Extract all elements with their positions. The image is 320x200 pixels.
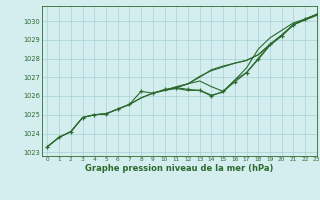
- X-axis label: Graphe pression niveau de la mer (hPa): Graphe pression niveau de la mer (hPa): [85, 164, 273, 173]
